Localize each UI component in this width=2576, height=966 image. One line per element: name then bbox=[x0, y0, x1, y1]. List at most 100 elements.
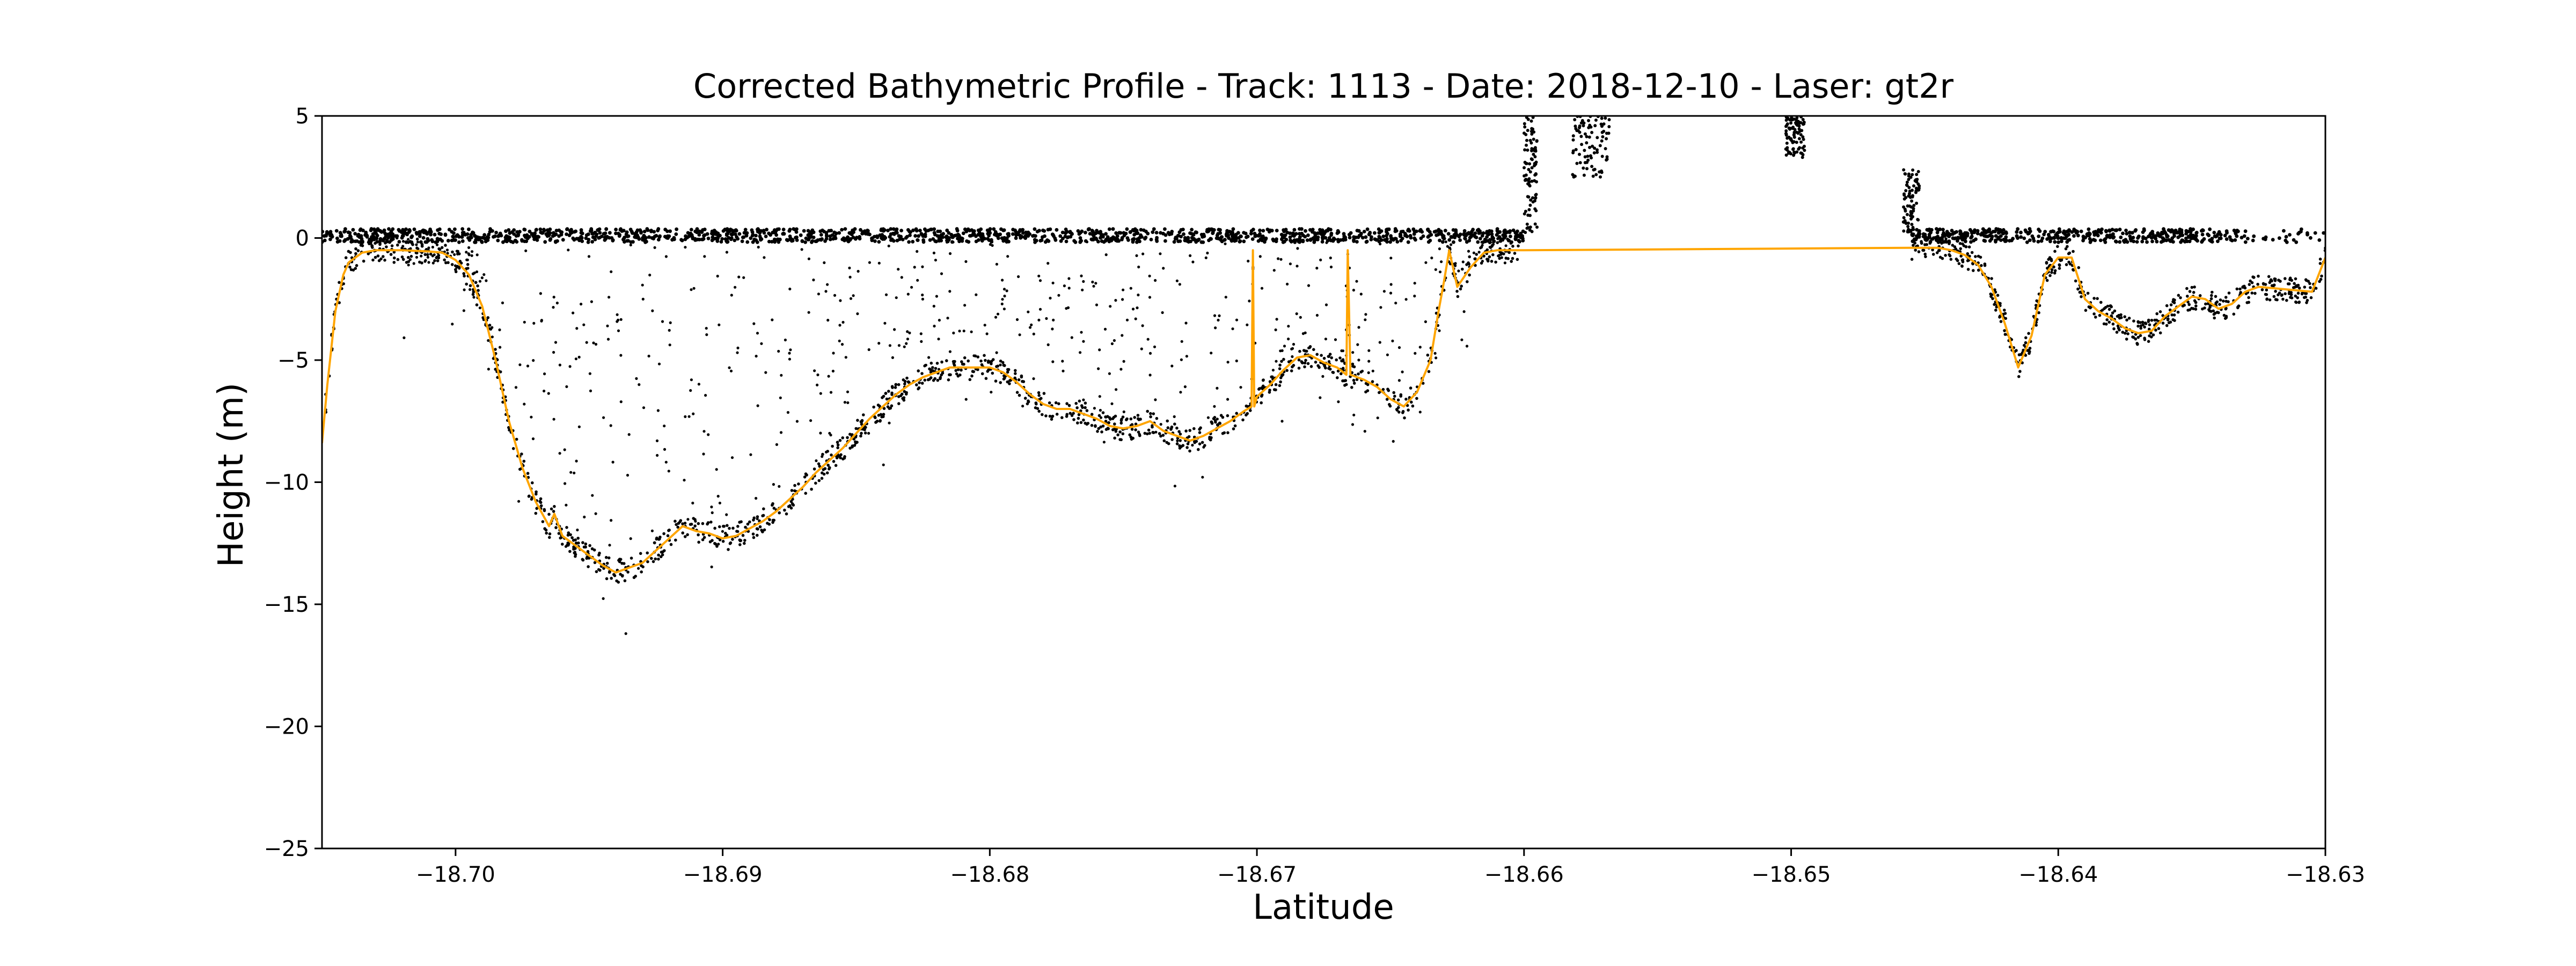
photon-point bbox=[610, 270, 613, 273]
photon-point bbox=[1488, 241, 1491, 245]
photon-point bbox=[819, 431, 822, 435]
photon-point bbox=[1096, 239, 1100, 244]
photon-point bbox=[1286, 282, 1289, 286]
photon-point bbox=[725, 251, 728, 254]
photon-point bbox=[1020, 375, 1023, 379]
photon-point bbox=[1397, 411, 1401, 414]
photon-point bbox=[817, 462, 821, 466]
photon-point bbox=[559, 536, 562, 540]
photon-point bbox=[536, 235, 540, 239]
photon-point bbox=[774, 233, 778, 237]
photon-point bbox=[1909, 210, 1913, 214]
photon-point bbox=[1594, 173, 1598, 177]
photon-point bbox=[399, 230, 404, 234]
photon-point bbox=[715, 236, 719, 240]
photon-point bbox=[617, 559, 620, 562]
photon-point bbox=[923, 378, 927, 382]
photon-point bbox=[617, 318, 620, 322]
photon-point bbox=[1394, 302, 1397, 305]
photon-point bbox=[1579, 135, 1583, 138]
photon-point bbox=[1125, 417, 1129, 421]
photon-point bbox=[806, 233, 810, 237]
photon-point bbox=[1210, 436, 1213, 440]
photon-point bbox=[772, 483, 775, 486]
photon-point bbox=[1411, 404, 1415, 408]
photon-point bbox=[2050, 258, 2053, 261]
photon-point bbox=[689, 523, 692, 526]
photon-point bbox=[743, 539, 747, 542]
photon-point bbox=[545, 531, 548, 535]
photon-point bbox=[514, 234, 518, 238]
photon-point bbox=[1002, 308, 1006, 311]
photon-point bbox=[2296, 291, 2300, 295]
photon-point bbox=[853, 227, 857, 231]
photon-point bbox=[1953, 236, 1958, 240]
photon-point bbox=[2215, 234, 2219, 238]
x-axis-label: Latitude bbox=[1253, 888, 1394, 927]
photon-point bbox=[1784, 132, 1788, 136]
photon-point bbox=[841, 320, 845, 324]
photon-point bbox=[1272, 269, 1276, 272]
photon-point bbox=[725, 533, 729, 537]
photon-point bbox=[2192, 307, 2195, 310]
photon-point bbox=[1573, 118, 1577, 121]
photon-point bbox=[803, 240, 807, 244]
photon-point bbox=[415, 243, 418, 246]
photon-point bbox=[743, 228, 748, 232]
photon-point bbox=[1918, 231, 1921, 235]
photon-point bbox=[1421, 382, 1425, 385]
photon-point bbox=[831, 444, 834, 448]
photon-point bbox=[1303, 361, 1307, 365]
photon-point bbox=[840, 228, 844, 232]
photon-point bbox=[728, 542, 732, 545]
photon-point bbox=[1037, 394, 1041, 397]
photon-point bbox=[1388, 404, 1392, 408]
photon-point bbox=[2243, 240, 2248, 244]
photon-point bbox=[554, 341, 558, 344]
photon-point bbox=[734, 229, 738, 233]
photon-point bbox=[933, 377, 936, 380]
photon-point bbox=[1357, 358, 1360, 362]
photon-point bbox=[903, 390, 906, 393]
photon-point bbox=[2080, 295, 2083, 298]
photon-point bbox=[1903, 172, 1907, 175]
photon-point bbox=[1081, 406, 1084, 409]
photon-point bbox=[1415, 397, 1418, 400]
photon-point bbox=[2257, 274, 2260, 278]
photon-point bbox=[614, 231, 618, 236]
photon-point bbox=[1272, 388, 1276, 391]
photon-point bbox=[1331, 371, 1334, 374]
photon-point bbox=[756, 404, 759, 407]
photon-point bbox=[2027, 332, 2030, 335]
photon-point bbox=[530, 497, 533, 501]
photon-point bbox=[580, 303, 583, 306]
photon-point bbox=[887, 390, 890, 393]
photon-point bbox=[1213, 405, 1216, 408]
photon-point bbox=[426, 239, 430, 243]
photon-point bbox=[1062, 369, 1065, 372]
photon-point bbox=[1450, 243, 1453, 246]
photon-point bbox=[2087, 305, 2091, 309]
photon-point bbox=[391, 232, 395, 236]
photon-point bbox=[581, 541, 584, 544]
photon-point bbox=[579, 228, 583, 232]
photon-point bbox=[418, 232, 422, 236]
photon-point bbox=[905, 376, 909, 380]
photon-point bbox=[637, 237, 641, 241]
photon-point bbox=[433, 259, 436, 262]
photon-point bbox=[1510, 260, 1513, 263]
photon-point bbox=[2065, 263, 2068, 266]
photon-point bbox=[2120, 316, 2123, 319]
photon-point bbox=[680, 238, 684, 243]
photon-point bbox=[1905, 183, 1908, 187]
photon-point bbox=[1437, 230, 1441, 235]
photon-point bbox=[1141, 324, 1144, 327]
photon-point bbox=[632, 576, 636, 579]
photon-point bbox=[1323, 236, 1328, 240]
photon-point bbox=[2077, 266, 2081, 269]
photon-point bbox=[1351, 423, 1355, 426]
photon-point bbox=[2265, 297, 2269, 301]
photon-point bbox=[793, 484, 796, 487]
photon-point bbox=[1021, 379, 1024, 383]
photon-point bbox=[456, 252, 459, 255]
